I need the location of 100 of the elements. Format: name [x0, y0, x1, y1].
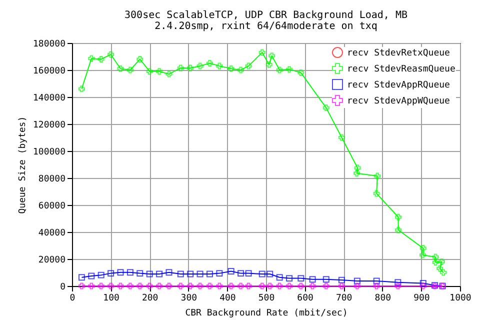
point [187, 282, 194, 290]
point [156, 270, 163, 278]
point [108, 282, 114, 290]
x-tick-label: 100 [103, 294, 120, 304]
chart-title: 300sec ScalableTCP, UDP CBR Background Load, MB [124, 10, 408, 21]
point [268, 52, 276, 60]
point [98, 56, 104, 62]
point [432, 259, 439, 266]
point [298, 275, 304, 282]
point [286, 275, 293, 282]
point [298, 69, 304, 76]
point [420, 252, 426, 258]
point [438, 258, 446, 265]
x-tick-label: 200 [142, 294, 158, 304]
x-axis-title: CBR Background Rate (mbit/sec) [185, 308, 348, 318]
point [266, 61, 272, 68]
point [196, 270, 204, 278]
point [196, 62, 204, 70]
point [354, 282, 360, 290]
y-tick-label: 120000 [32, 120, 66, 130]
point [126, 66, 134, 74]
y-tick-label: 100000 [32, 148, 66, 158]
y-tick-label: 80000 [38, 174, 66, 184]
point [117, 282, 124, 290]
point [394, 279, 402, 286]
point [258, 49, 266, 56]
point [266, 282, 274, 290]
point [108, 270, 114, 277]
point [322, 282, 330, 290]
x-tick-label: 500 [258, 294, 275, 304]
point [322, 104, 330, 112]
point [266, 270, 274, 278]
point [373, 282, 380, 290]
point [187, 270, 194, 278]
point [286, 66, 293, 73]
point [228, 65, 234, 72]
point [196, 282, 204, 290]
point [309, 276, 316, 283]
legend-label: recv StdevReasmQueue [347, 64, 456, 74]
point [245, 270, 252, 277]
point [286, 282, 293, 290]
y-tick-label: 60000 [38, 202, 66, 212]
point [206, 60, 213, 66]
point [432, 254, 439, 260]
point [156, 68, 163, 75]
x-tick-label: 900 [414, 294, 430, 304]
point [245, 62, 252, 70]
y-axis-title: Queue Size (bytes) [18, 116, 28, 214]
point [177, 282, 184, 290]
point [108, 51, 114, 58]
point [394, 282, 402, 290]
point [88, 55, 95, 62]
x-tick-label: 300 [180, 294, 198, 304]
point [136, 56, 144, 62]
point [436, 265, 444, 272]
point [78, 274, 85, 281]
point [98, 272, 104, 278]
point [420, 282, 426, 290]
point [276, 274, 283, 281]
point [338, 276, 345, 284]
point [177, 64, 184, 72]
y-tick-label: 0 [60, 282, 66, 292]
point [373, 278, 380, 284]
point [238, 66, 244, 74]
point [228, 282, 234, 290]
point [216, 270, 223, 277]
point [395, 214, 402, 220]
point [177, 270, 184, 278]
point [354, 164, 361, 172]
point [126, 269, 134, 276]
point [354, 170, 360, 177]
point [146, 270, 153, 278]
point [395, 226, 402, 234]
point [166, 70, 172, 78]
point [98, 282, 104, 290]
point [88, 282, 95, 290]
point [338, 282, 345, 290]
point [276, 66, 283, 74]
point [136, 282, 144, 290]
point [206, 270, 213, 278]
point [238, 270, 244, 277]
legend-label: recv StdevAppWQueue [347, 96, 450, 106]
x-tick-label: 600 [297, 294, 314, 304]
point [117, 65, 124, 72]
point [156, 282, 163, 290]
point [136, 270, 144, 277]
point [338, 134, 345, 141]
x-tick-label: 0 [70, 294, 76, 304]
y-tick-label: 160000 [32, 66, 66, 76]
point [216, 62, 223, 70]
y-tick-label: 20000 [38, 256, 66, 266]
point [373, 190, 380, 197]
point [258, 270, 266, 278]
point [420, 280, 426, 287]
point [322, 276, 330, 283]
point [354, 278, 360, 284]
x-tick-label: 1000 [450, 294, 472, 304]
point [206, 282, 213, 290]
point [238, 282, 244, 290]
legend-label: recv StdevRetxQueue [347, 48, 450, 58]
